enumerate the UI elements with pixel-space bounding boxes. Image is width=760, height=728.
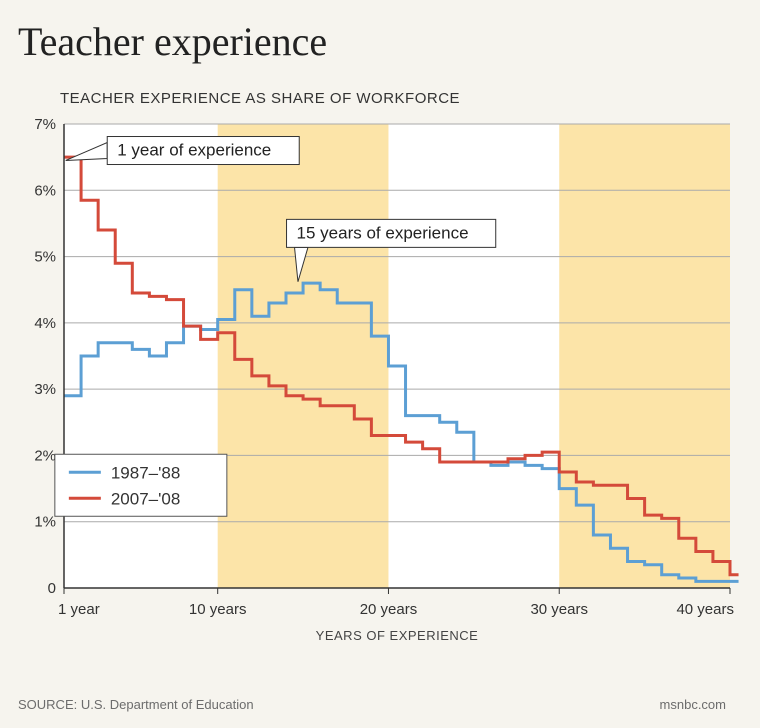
svg-text:20 years: 20 years bbox=[360, 601, 418, 618]
legend-label: 2007–'08 bbox=[111, 489, 180, 508]
svg-text:30 years: 30 years bbox=[530, 601, 588, 618]
svg-text:0: 0 bbox=[48, 580, 56, 597]
svg-text:4%: 4% bbox=[34, 315, 56, 332]
callout-label: 1 year of experience bbox=[117, 141, 271, 160]
page-title: Teacher experience bbox=[18, 18, 327, 65]
source-text: SOURCE: U.S. Department of Education bbox=[18, 697, 254, 712]
x-axis-label: YEARS OF EXPERIENCE bbox=[316, 628, 479, 643]
chart-svg: 0 1% 2% 3% 4% 5% 6% 7% 1 year 10 years 20 years 30 … bbox=[20, 118, 740, 658]
svg-text:3%: 3% bbox=[34, 381, 56, 398]
svg-text:1 year: 1 year bbox=[58, 601, 100, 618]
svg-text:2%: 2% bbox=[34, 447, 56, 464]
callout-label: 15 years of experience bbox=[297, 223, 469, 242]
page: Teacher experience TEACHER EXPERIENCE AS… bbox=[0, 0, 760, 728]
svg-text:5%: 5% bbox=[34, 249, 56, 266]
svg-text:7%: 7% bbox=[34, 118, 56, 133]
svg-text:6%: 6% bbox=[34, 182, 56, 199]
credit-text: msnbc.com bbox=[660, 697, 726, 712]
chart: 0 1% 2% 3% 4% 5% 6% 7% 1 year 10 years 20 years 30 … bbox=[20, 118, 740, 658]
svg-text:10 years: 10 years bbox=[189, 601, 247, 618]
svg-text:40 years: 40 years bbox=[676, 601, 734, 618]
svg-text:1%: 1% bbox=[34, 514, 56, 531]
chart-subtitle: TEACHER EXPERIENCE AS SHARE OF WORKFORCE bbox=[60, 90, 460, 107]
legend-label: 1987–'88 bbox=[111, 463, 180, 482]
